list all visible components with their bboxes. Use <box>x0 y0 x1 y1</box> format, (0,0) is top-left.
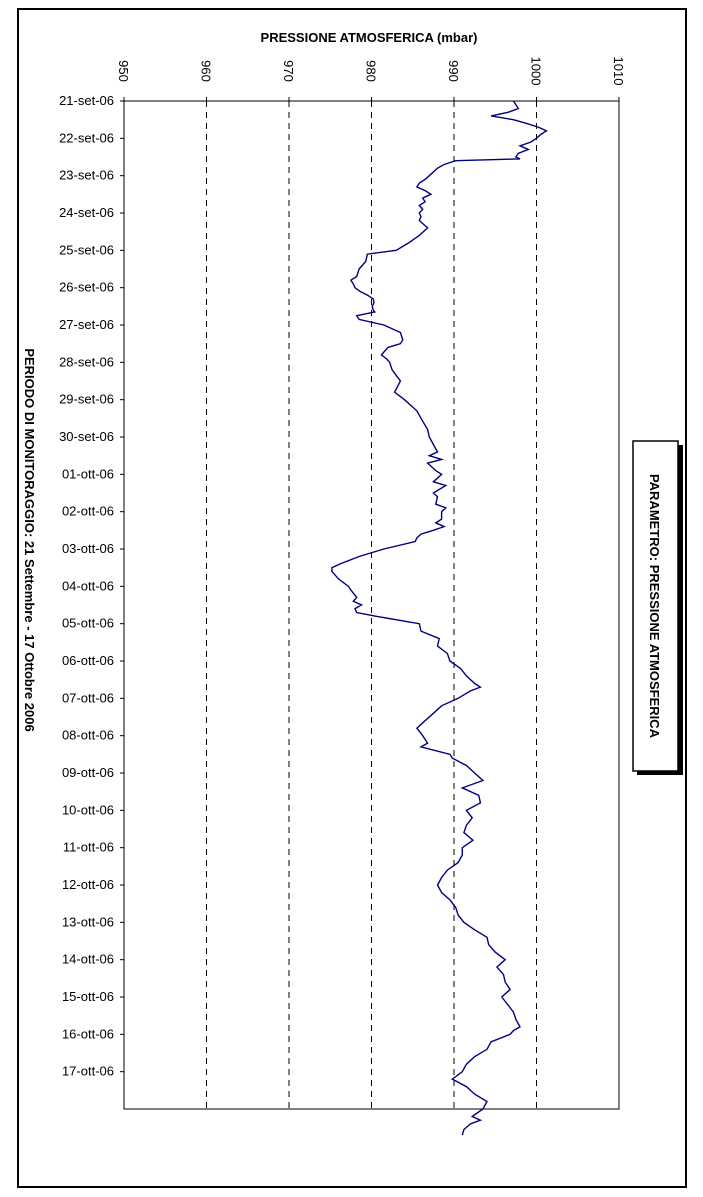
date-tick-label: 30-set-06 <box>59 429 114 444</box>
chart-title: PRESSIONE ATMOSFERICA (mbar) <box>261 30 478 45</box>
date-tick-label: 26-set-06 <box>59 280 114 295</box>
pressure-tick-label: 990 <box>446 60 461 82</box>
date-tick-label: 15-ott-06 <box>62 989 114 1004</box>
outer-border <box>17 8 687 1188</box>
date-tick-label: 12-ott-06 <box>62 877 114 892</box>
date-tick-label: 25-set-06 <box>59 242 114 257</box>
date-tick-label: 10-ott-06 <box>62 802 114 817</box>
date-tick-label: 13-ott-06 <box>62 914 114 929</box>
date-tick-label: 05-ott-06 <box>62 616 114 631</box>
pressure-tick-label: 1010 <box>611 57 626 86</box>
date-tick-label: 17-ott-06 <box>62 1064 114 1079</box>
pressure-tick-label: 1000 <box>529 57 544 86</box>
date-tick-label: 11-ott-06 <box>63 840 114 855</box>
date-tick-label: 29-set-06 <box>59 392 114 407</box>
date-tick-label: 14-ott-06 <box>62 952 114 967</box>
monitoring-period-label: PERIODO DI MONITORAGGIO: 21 Settembre - … <box>22 348 37 731</box>
date-tick-label: 01-ott-06 <box>62 466 114 481</box>
date-tick-label: 04-ott-06 <box>62 578 114 593</box>
date-tick-labels: 21-set-06 22-set-06 23-set-06 24-set-06 25-s… <box>59 93 114 1079</box>
date-tick-label: 08-ott-06 <box>62 728 114 743</box>
grid <box>206 101 537 1109</box>
date-tick-label: 21-set-06 <box>59 93 114 108</box>
pressure-tick-labels: 950 960 970 980 990 1000 1010 <box>116 57 626 86</box>
date-tick-label: 16-ott-06 <box>62 1026 114 1041</box>
date-tick-label: 07-ott-06 <box>62 690 114 705</box>
axis-ticks <box>120 97 620 1073</box>
date-tick-label: 09-ott-06 <box>62 765 114 780</box>
parameter-label: PARAMETRO: PRESSIONE ATMOSFERICA <box>647 474 662 739</box>
pressure-tick-label: 980 <box>364 60 379 82</box>
date-tick-label: 06-ott-06 <box>62 653 114 668</box>
date-tick-label: 02-ott-06 <box>62 504 114 519</box>
pressure-tick-label: 970 <box>281 60 296 82</box>
date-tick-label: 23-set-06 <box>59 168 114 183</box>
date-tick-label: 03-ott-06 <box>62 541 114 556</box>
date-tick-label: 28-set-06 <box>59 354 114 369</box>
parameter-box <box>632 440 679 772</box>
pressure-tick-label: 950 <box>116 60 131 82</box>
date-tick-label: 27-set-06 <box>59 317 114 332</box>
date-tick-label: 24-set-06 <box>59 205 114 220</box>
pressure-series-line <box>331 100 548 1136</box>
pressure-tick-label: 960 <box>199 60 214 82</box>
date-tick-label: 22-set-06 <box>59 130 114 145</box>
